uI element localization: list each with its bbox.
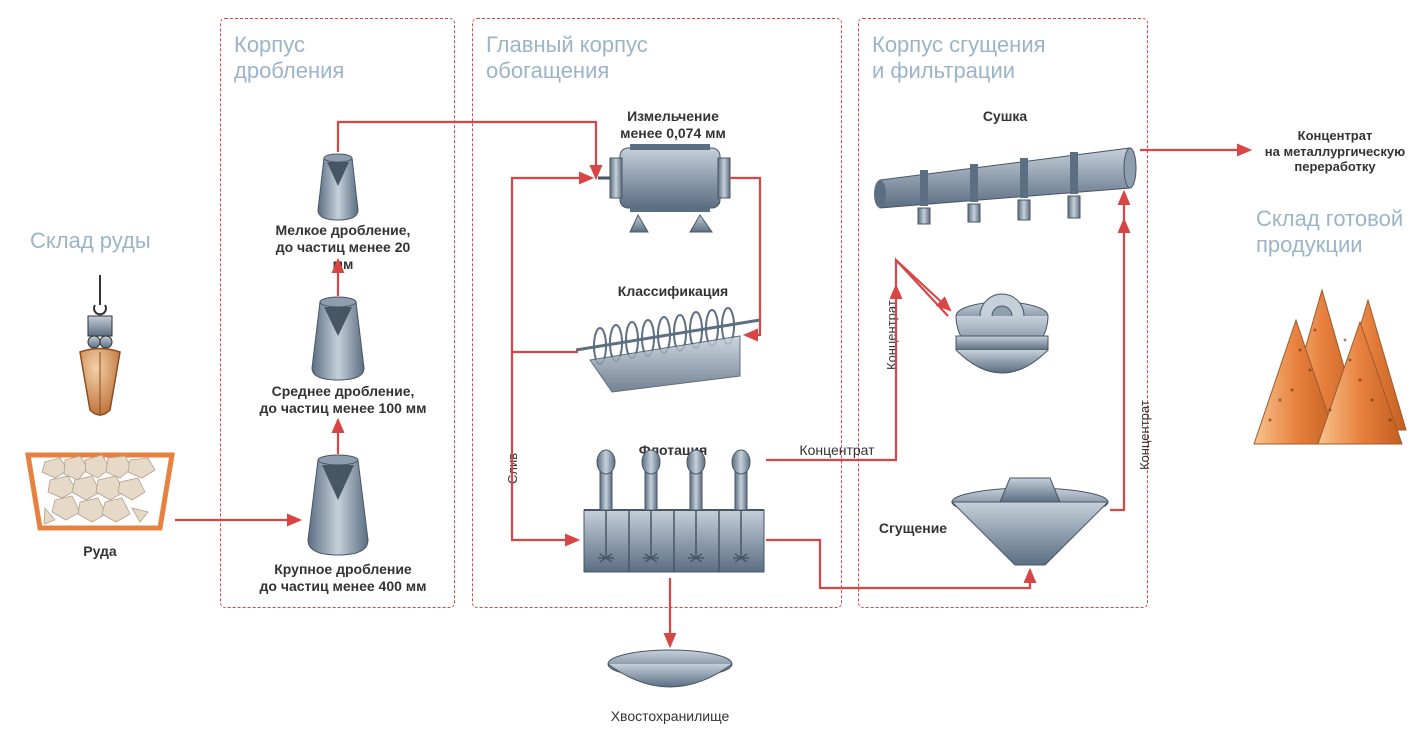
title-crushing: Корпус дробления [234, 32, 344, 85]
label-classification: Классификация [608, 283, 738, 300]
title-warehouse: Склад руды [30, 228, 151, 254]
label-concentrate-out: Концентрат на металлургическую переработ… [1260, 128, 1410, 175]
icon-tailings [608, 650, 732, 687]
icon-concentrate-cones [1254, 290, 1406, 444]
label-conc-v2: Концентрат [1137, 400, 1152, 470]
icon-ore-warehouse [28, 275, 172, 528]
label-medium: Среднее дробление, до частиц менее 100 м… [254, 383, 432, 417]
box-enrichment [472, 18, 842, 608]
title-finished: Склад готовой продукции [1256, 206, 1403, 259]
label-conc-v1: Концентрат [884, 300, 899, 370]
label-grinding: Измельчение менее 0,074 мм [608, 108, 738, 142]
label-sliv: Слив [505, 453, 520, 484]
box-crushing [220, 18, 455, 608]
title-thickening: Корпус сгущения и фильтрации [872, 32, 1046, 85]
label-ore: Руда [70, 543, 130, 560]
label-concentrate-h: Концентрат [792, 442, 882, 459]
label-coarse: Крупное дробление до частиц менее 400 мм [258, 561, 428, 595]
label-tailings: Хвостохранилище [595, 708, 745, 725]
label-flotation: Флотация [608, 442, 738, 459]
label-fine: Мелкое дробление, до частиц менее 20 мм [268, 222, 418, 272]
label-thickening-eq: Сгущение [868, 520, 958, 537]
label-drying: Сушка [960, 108, 1050, 125]
title-enrichment: Главный корпус обогащения [486, 32, 648, 85]
